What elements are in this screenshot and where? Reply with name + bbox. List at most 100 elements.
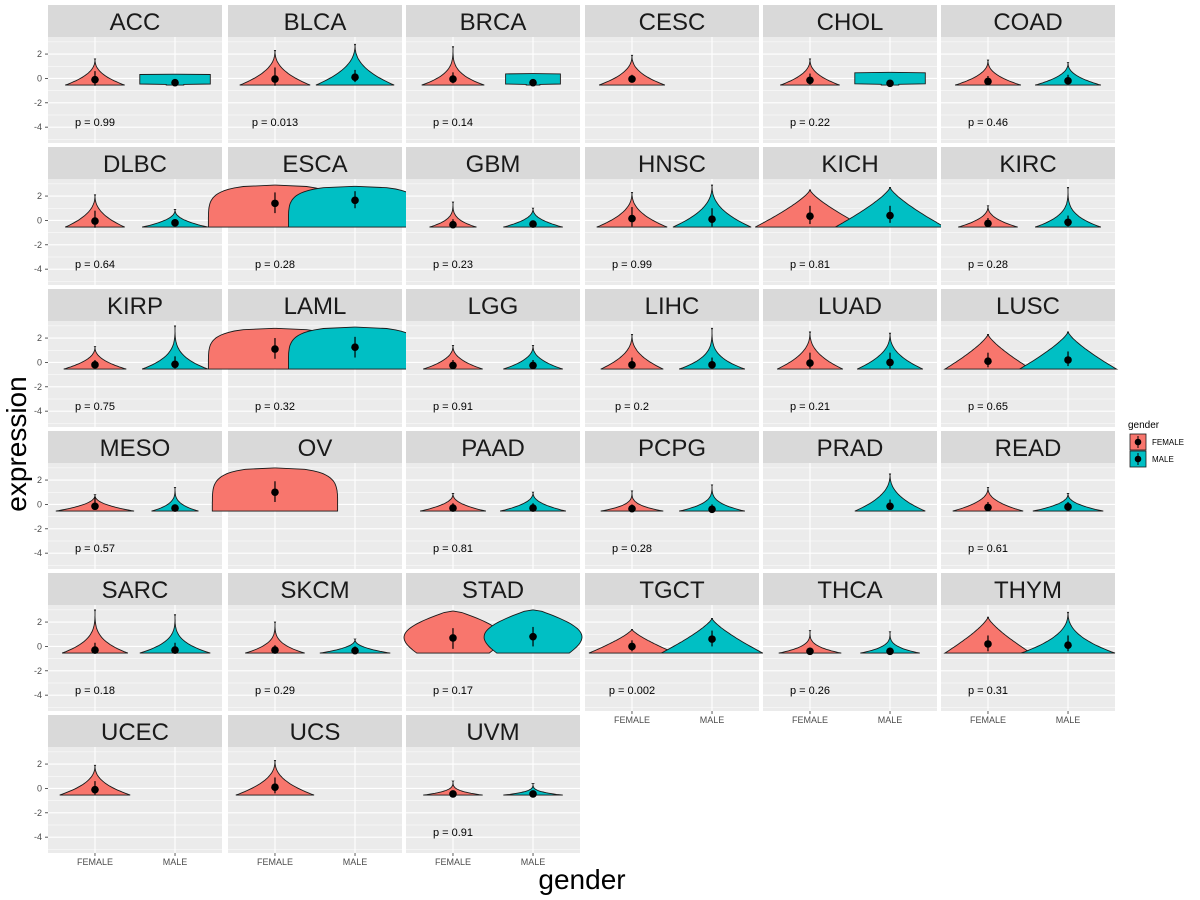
panel-background [763, 37, 937, 143]
mean-point [628, 504, 636, 513]
mean-point [529, 220, 537, 228]
violin-male [503, 783, 563, 796]
facet-skcm: SKCM p = 0.29 [228, 573, 402, 711]
facet-strip [941, 147, 1115, 179]
facet-kirc: KIRC p = 0.28 [941, 147, 1115, 285]
facet-lihc: LIHC p = 0.2 [585, 289, 759, 427]
panel-background [228, 605, 402, 711]
mean-point [91, 785, 99, 794]
mean-point [806, 76, 814, 85]
legend-key-point [1134, 438, 1142, 446]
violin-female [423, 780, 483, 796]
mean-point [91, 502, 99, 511]
mean-point [529, 361, 537, 370]
facet-strip [48, 5, 222, 37]
mean-point [449, 361, 457, 370]
mean-point [271, 345, 279, 353]
mean-point [271, 199, 279, 208]
mean-point [171, 78, 179, 87]
facet-title: PRAD [817, 435, 884, 462]
mean-point [984, 219, 992, 228]
p-value-label: p = 0.013 [252, 117, 298, 129]
facet-title: DLBC [103, 151, 167, 178]
violin-male [1034, 187, 1102, 228]
y-tick-label: -2 [34, 666, 42, 676]
p-value-label: p = 0.28 [612, 543, 652, 555]
mean-point [171, 504, 179, 512]
mean-point [984, 640, 992, 648]
violin-male [672, 184, 752, 228]
panel-background [941, 605, 1115, 711]
p-value-label: p = 0.23 [433, 259, 473, 271]
violin-female [63, 346, 127, 370]
violin-female [943, 333, 1033, 370]
violin-female [952, 486, 1024, 512]
y-tick-label: -2 [34, 382, 42, 392]
panel-background [763, 463, 937, 569]
violin-male [1034, 62, 1102, 86]
facet-strip [48, 289, 222, 321]
facet-title: READ [995, 435, 1062, 462]
facet-strip [763, 573, 937, 605]
facet-strip [406, 431, 580, 463]
facet-title: TGCT [639, 577, 705, 604]
violin-female [423, 344, 483, 370]
mean-point [171, 646, 179, 654]
facet-title: PAAD [461, 435, 525, 462]
panel-background [763, 321, 937, 427]
facet-grid: ACC 2 0 -2 -4 p = 0.99 BLCA p = 0.013 BRCA p = 0.… [34, 5, 1119, 867]
p-value-label: p = 0.26 [790, 685, 830, 697]
violin-female [245, 621, 305, 654]
facet-title: SARC [102, 577, 169, 604]
facet-kirp: KIRP 2 0 -2 -4 p = 0.75 [34, 289, 222, 427]
y-axis-title: expression [1, 376, 32, 511]
p-value-label: p = 0.99 [75, 117, 115, 129]
facet-title: LUSC [996, 293, 1060, 320]
y-tick-label: -2 [34, 98, 42, 108]
mean-point [351, 73, 359, 82]
facet-strip [941, 573, 1115, 605]
facet-thca: THCA p = 0.26 FEMALE MALE [763, 573, 937, 725]
violin-female [776, 331, 844, 370]
facet-title: SKCM [280, 577, 349, 604]
facet-paad: PAAD p = 0.81 [406, 431, 580, 569]
facet-strip [406, 147, 580, 179]
y-tick-label: -4 [34, 122, 42, 132]
violin-female [600, 490, 664, 512]
facet-strip [763, 431, 937, 463]
facet-strip [228, 715, 402, 747]
mean-point [708, 635, 716, 643]
facet-title: LUAD [818, 293, 882, 320]
mean-point [271, 783, 279, 792]
panel-background [585, 463, 759, 569]
x-tick-label: MALE [521, 857, 546, 867]
mean-point [271, 75, 279, 83]
facet-title: UCEC [101, 719, 169, 746]
violin-female [598, 54, 666, 86]
facet-title: UVM [466, 719, 519, 746]
mean-point [708, 215, 716, 224]
facet-strip [585, 573, 759, 605]
facet-strip [941, 431, 1115, 463]
violin-female [600, 333, 664, 370]
violin-male [499, 491, 567, 512]
facet-title: LIHC [645, 293, 700, 320]
panel-background [48, 37, 222, 143]
mean-point [1064, 218, 1072, 227]
p-value-label: p = 0.75 [75, 401, 115, 413]
x-tick-label: MALE [878, 715, 903, 725]
facet-ov: OV [211, 431, 402, 569]
violin-male [151, 486, 199, 512]
mean-point [351, 343, 359, 351]
y-tick-label: 2 [37, 475, 42, 485]
facet-title: PCPG [638, 435, 706, 462]
panel-background [763, 179, 937, 285]
violin-female [429, 201, 477, 228]
violin-male [854, 473, 926, 512]
y-tick-label: -4 [34, 406, 42, 416]
facet-strip [941, 5, 1115, 37]
mean-point [271, 646, 279, 654]
panel-background [941, 179, 1115, 285]
mean-point [271, 488, 279, 497]
